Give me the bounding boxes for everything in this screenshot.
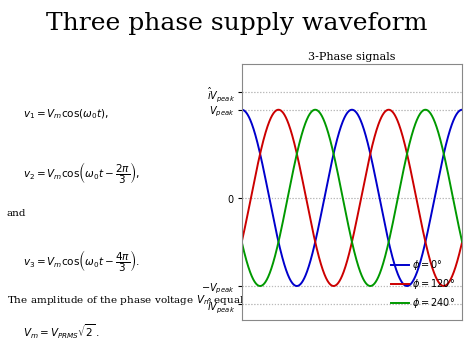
Text: $v_3 = V_m \cos\!\left(\omega_0 t - \dfrac{4\pi}{3}\right).$: $v_3 = V_m \cos\!\left(\omega_0 t - \dfr… [23,248,140,274]
Text: and: and [7,209,27,218]
Legend: $\phi=0°$, $\phi=120°$, $\phi=240°$: $\phi=0°$, $\phi=120°$, $\phi=240°$ [389,256,457,312]
Title: 3-Phase signals: 3-Phase signals [308,52,396,62]
Text: The amplitude of the phase voltage $V_m$ equals: The amplitude of the phase voltage $V_m$… [7,293,250,306]
Text: $v_1 = V_m \cos(\omega_0 t),$: $v_1 = V_m \cos(\omega_0 t),$ [23,107,109,121]
Text: Three phase supply waveform: Three phase supply waveform [46,12,428,36]
Text: $v_2 = V_m \cos\!\left(\omega_0 t - \dfrac{2\pi}{3}\right),$: $v_2 = V_m \cos\!\left(\omega_0 t - \dfr… [23,160,140,186]
Text: $V_m = V_{PRMS}\sqrt{2}\,.$: $V_m = V_{PRMS}\sqrt{2}\,.$ [23,323,99,342]
